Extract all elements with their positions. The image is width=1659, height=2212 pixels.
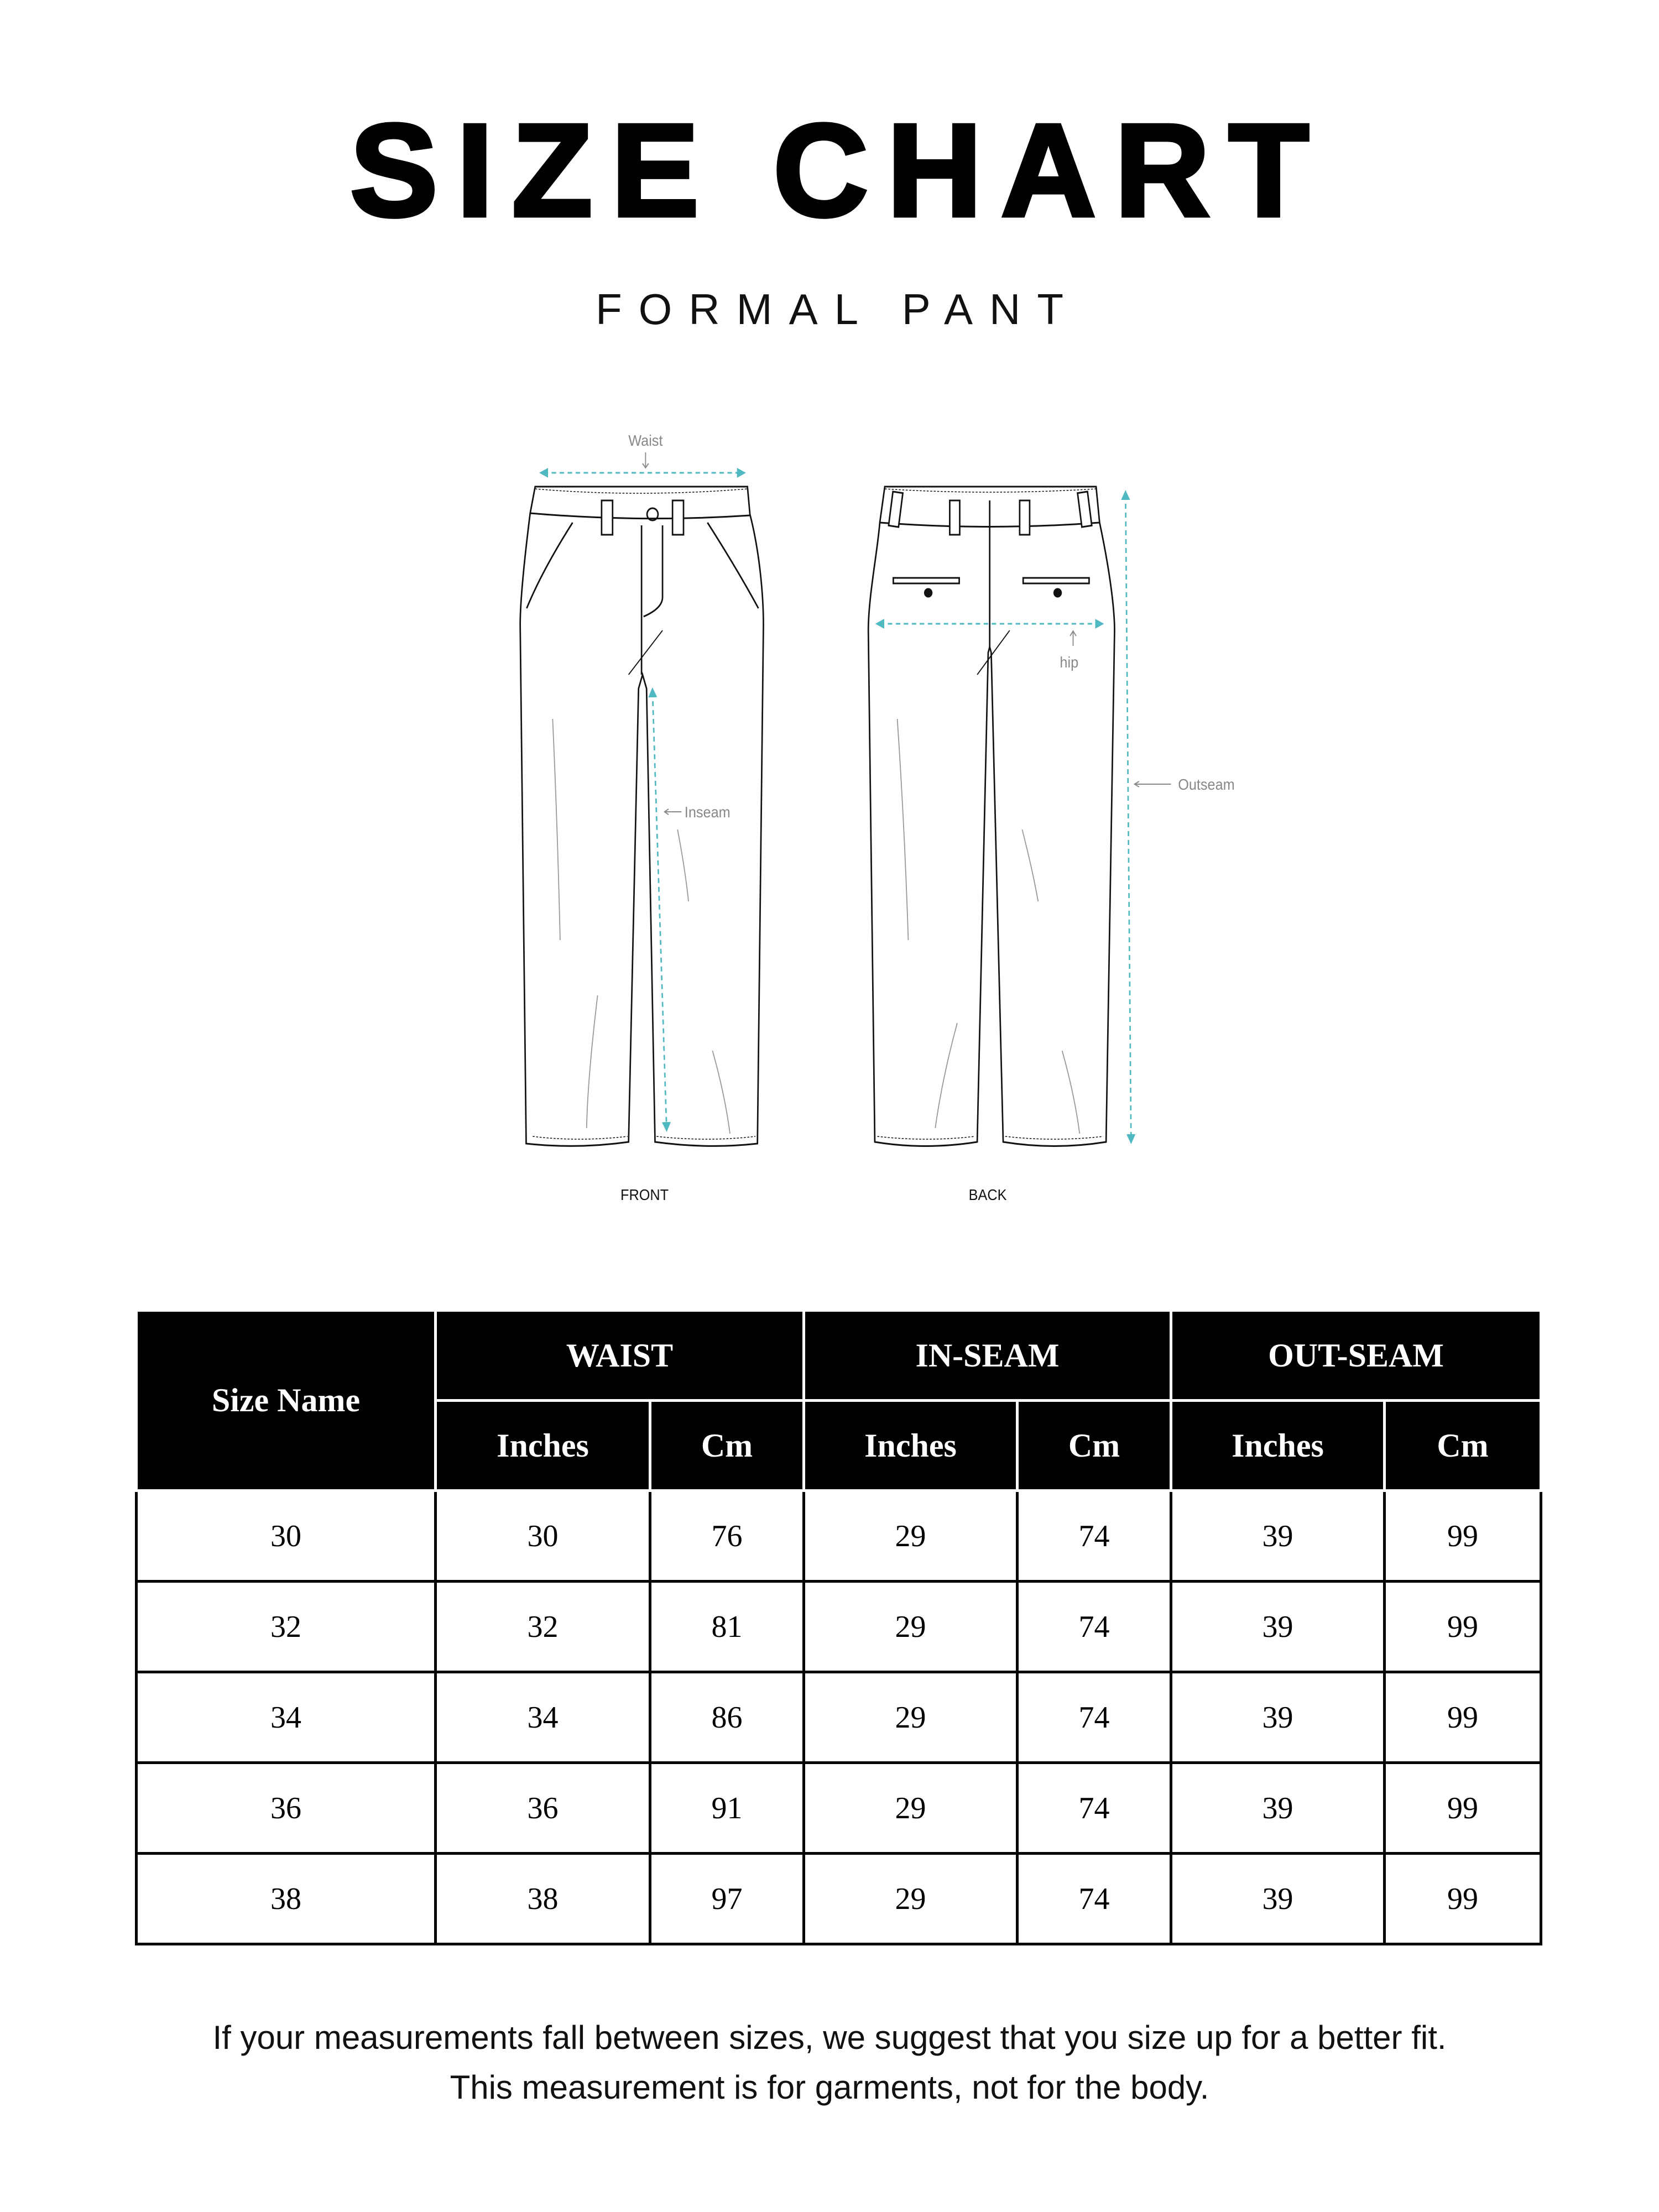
measurement-cell: 29	[802, 1489, 1019, 1583]
page-subtitle: FORMAL PANT	[595, 285, 1081, 333]
measurement-cell: 29	[802, 1852, 1019, 1945]
size-cell: 34	[135, 1671, 437, 1764]
measurement-cell: 81	[649, 1580, 805, 1673]
outseam-header: OUT-SEAM	[1170, 1309, 1542, 1402]
measurement-cell: 74	[1016, 1489, 1172, 1583]
outseam-label: Outseam	[1178, 776, 1235, 793]
measurement-cell: 99	[1383, 1761, 1542, 1855]
front-view-label: FRONT	[620, 1186, 669, 1203]
inseam-label: Inseam	[685, 804, 731, 821]
unit-header: Cm	[1016, 1399, 1172, 1492]
outseam-arrow	[1121, 490, 1136, 1144]
measurement-cell: 39	[1170, 1489, 1386, 1583]
page-title: SIZE CHART	[348, 97, 1328, 244]
table-row: 30 30 76 29 74 39 99	[135, 1489, 1542, 1583]
measurement-cell: 38	[434, 1852, 651, 1945]
size-cell: 30	[135, 1489, 437, 1583]
unit-header: Cm	[1383, 1399, 1542, 1492]
measurement-cell: 74	[1016, 1580, 1172, 1673]
table-row: 34 34 86 29 74 39 99	[135, 1671, 1542, 1764]
measurement-cell: 39	[1170, 1671, 1386, 1764]
unit-header: Cm	[649, 1399, 805, 1492]
measurement-cell: 99	[1383, 1580, 1542, 1673]
measurement-cell: 30	[434, 1489, 651, 1583]
fit-note: If your measurements fall between sizes,…	[0, 2013, 1659, 2112]
waist-header: WAIST	[434, 1309, 805, 1402]
measurement-cell: 32	[434, 1580, 651, 1673]
measurement-cell: 99	[1383, 1489, 1542, 1583]
measurement-cell: 99	[1383, 1852, 1542, 1945]
front-pant-drawing	[519, 486, 764, 1147]
measurement-cell: 39	[1170, 1761, 1386, 1855]
measurement-cell: 86	[649, 1671, 805, 1764]
measurement-cell: 29	[802, 1580, 1019, 1673]
hip-label: hip	[1060, 654, 1078, 671]
measurement-cell: 97	[649, 1852, 805, 1945]
fit-note-line-2: This measurement is for garments, not fo…	[450, 2069, 1209, 2106]
size-name-header: Size Name	[135, 1309, 437, 1492]
table-row: 36 36 91 29 74 39 99	[135, 1761, 1542, 1855]
measurement-cell: 74	[1016, 1761, 1172, 1855]
measurement-cell: 91	[649, 1761, 805, 1855]
inseam-header: IN-SEAM	[802, 1309, 1172, 1402]
size-cell: 32	[135, 1580, 437, 1673]
inseam-arrow	[648, 687, 671, 1132]
measurement-cell: 36	[434, 1761, 651, 1855]
unit-header: Inches	[1170, 1399, 1386, 1492]
size-cell: 36	[135, 1761, 437, 1855]
measurement-cell: 39	[1170, 1580, 1386, 1673]
unit-header: Inches	[802, 1399, 1019, 1492]
back-view-label: BACK	[969, 1186, 1007, 1203]
table-row: 38 38 97 29 74 39 99	[135, 1852, 1542, 1945]
back-pant-drawing	[867, 486, 1115, 1147]
fit-note-line-1: If your measurements fall between sizes,…	[212, 2019, 1447, 2056]
measurement-cell: 76	[649, 1489, 805, 1583]
measurement-cell: 29	[802, 1671, 1019, 1764]
label-pointers	[642, 452, 1171, 815]
unit-header: Inches	[434, 1399, 651, 1492]
measurement-cell: 74	[1016, 1671, 1172, 1764]
waist-label: Waist	[628, 432, 663, 449]
measurement-cell: 29	[802, 1761, 1019, 1855]
measurement-arrows	[539, 468, 1136, 1144]
pant-measurement-illustration: Waist Inseam hip Outseam FRONT BACK	[519, 432, 1235, 1203]
size-chart-table: Size Name WAIST IN-SEAM OUT-SEAM Inches …	[135, 1309, 1542, 1945]
measurement-cell: 39	[1170, 1852, 1386, 1945]
size-cell: 38	[135, 1852, 437, 1945]
measurement-cell: 99	[1383, 1671, 1542, 1764]
table-row: 32 32 81 29 74 39 99	[135, 1580, 1542, 1673]
measurement-cell: 74	[1016, 1852, 1172, 1945]
measurement-cell: 34	[434, 1671, 651, 1764]
